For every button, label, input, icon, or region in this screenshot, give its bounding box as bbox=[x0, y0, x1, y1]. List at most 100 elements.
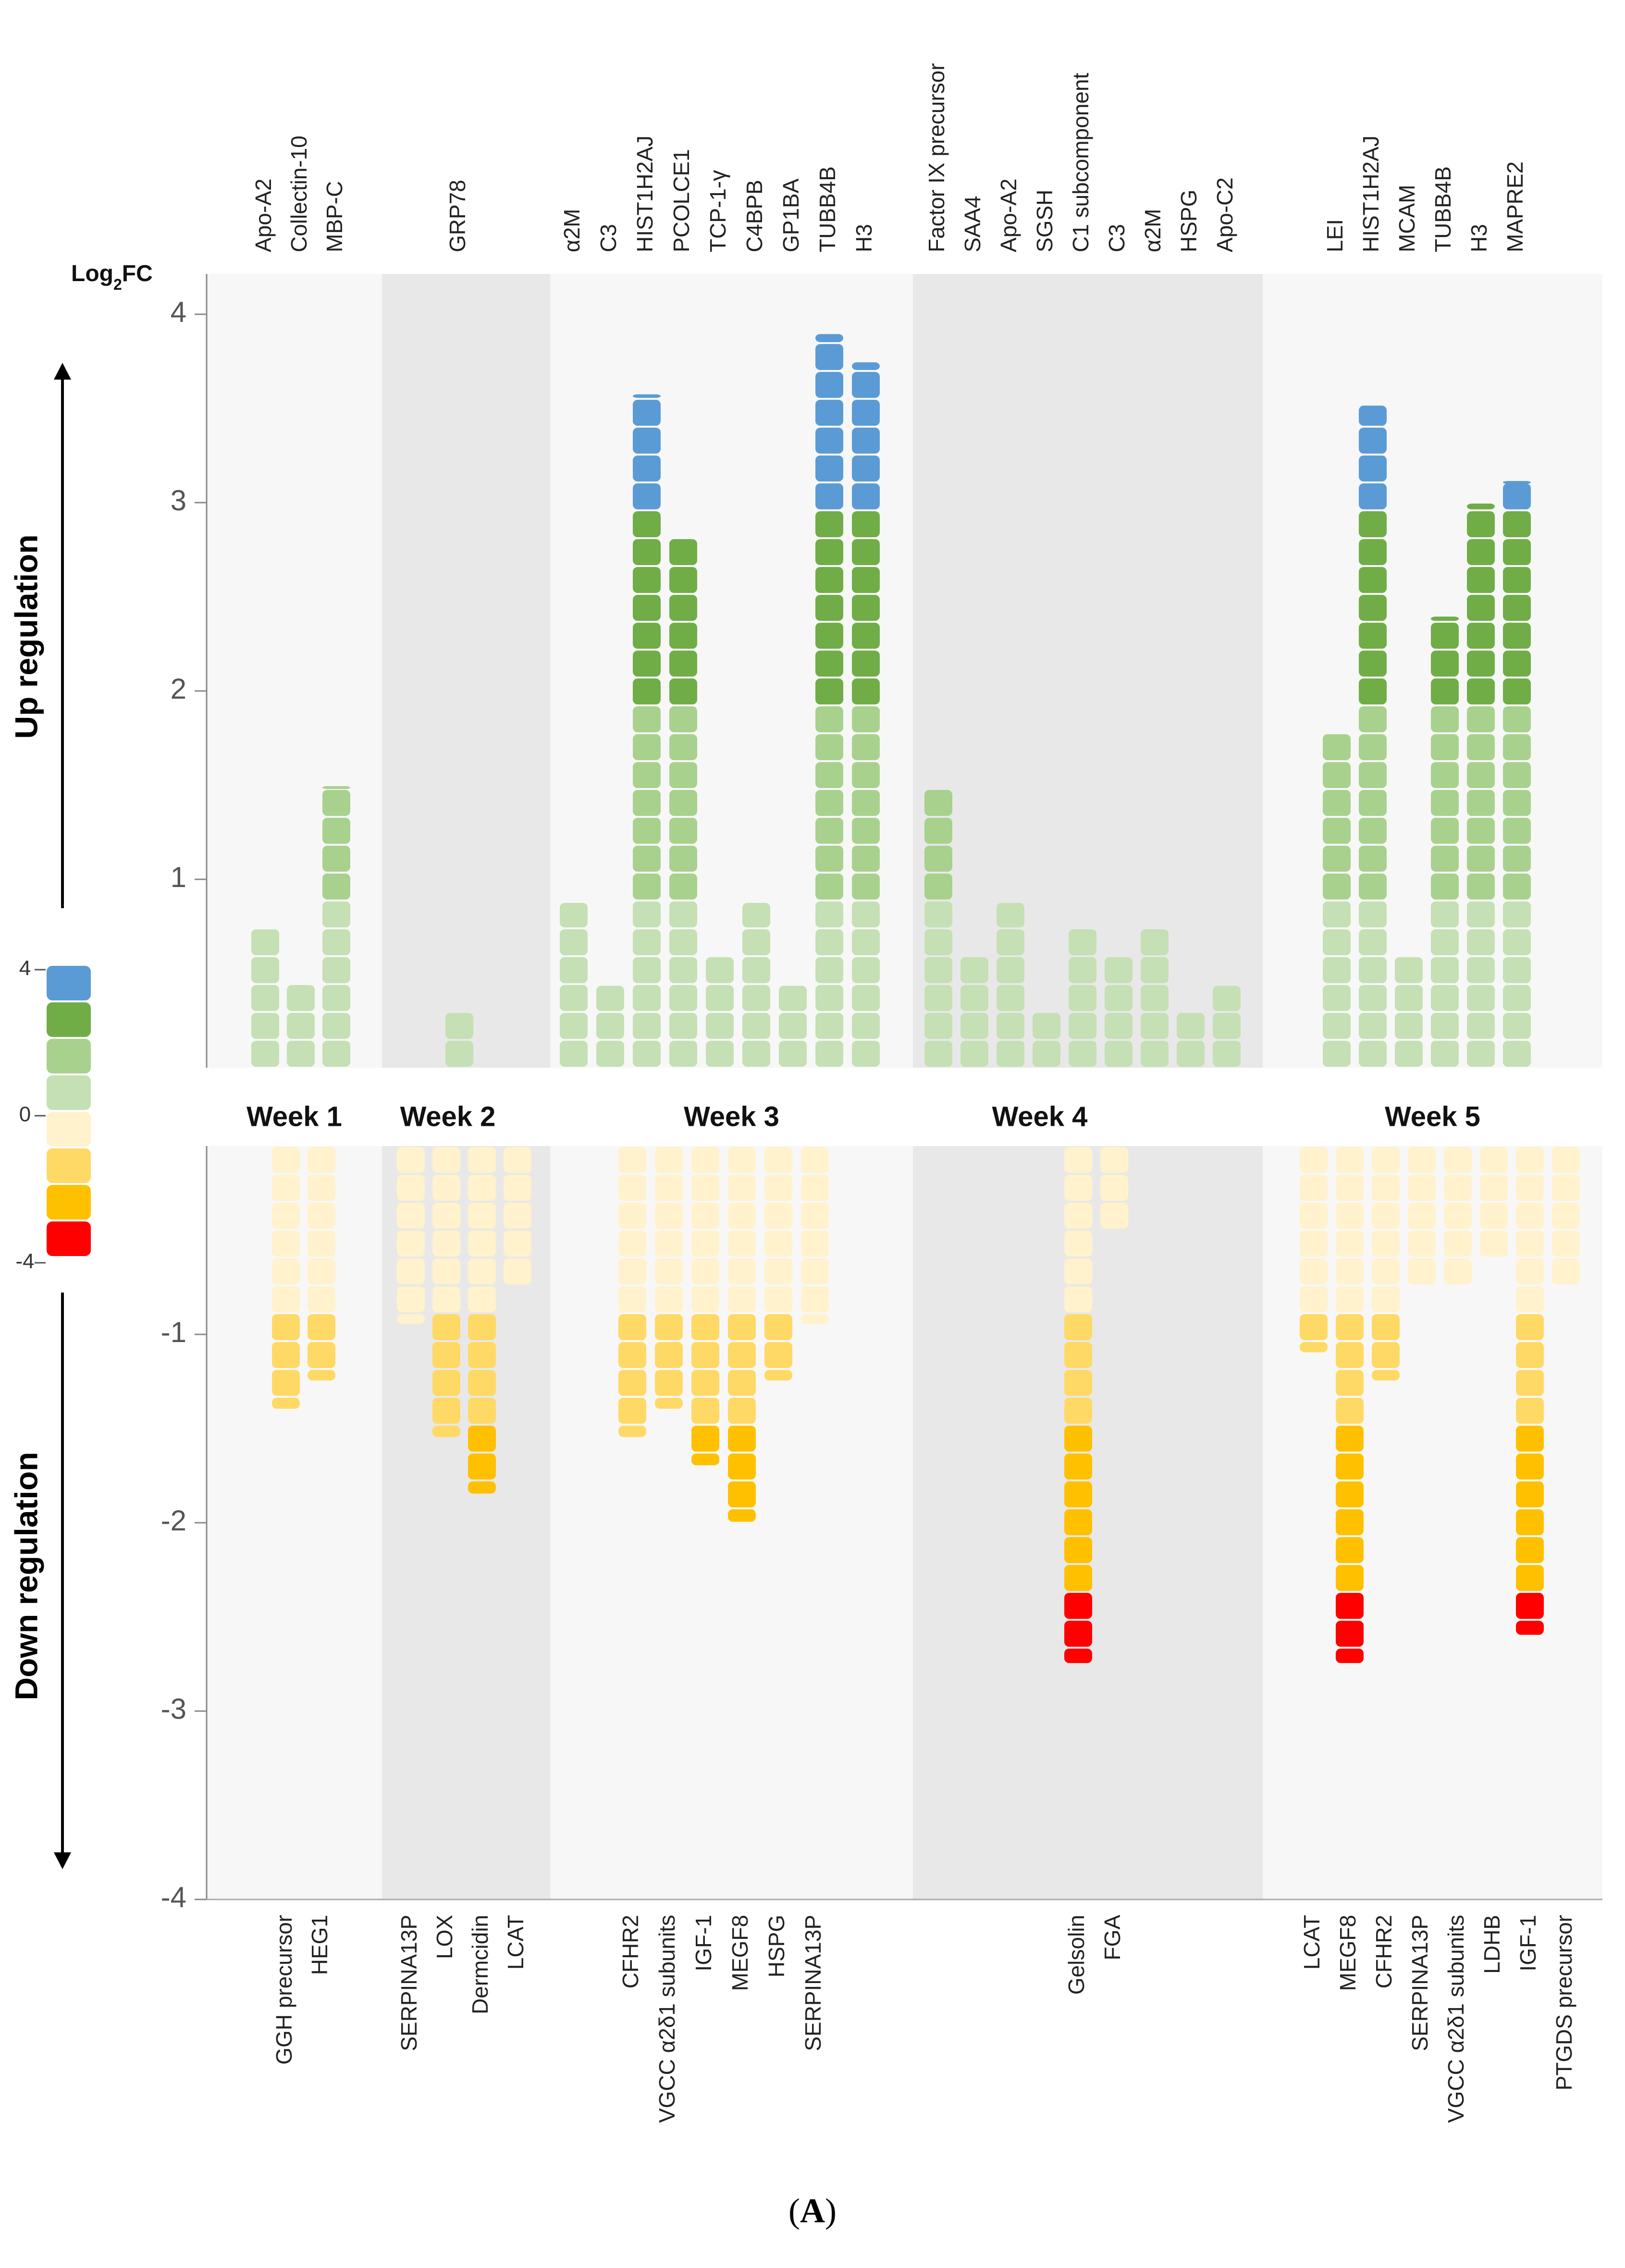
up-bar-cell bbox=[815, 344, 843, 370]
down-bar-cell bbox=[1064, 1203, 1092, 1229]
up-protein-label: MBP-C bbox=[322, 181, 347, 252]
down-bar-cell bbox=[308, 1175, 335, 1201]
down-bar-cell bbox=[504, 1258, 531, 1284]
down-bar-cell bbox=[308, 1342, 335, 1368]
figure-caption: (A) bbox=[788, 2192, 837, 2230]
up-bar-cell bbox=[852, 929, 880, 955]
down-bar-cell bbox=[1516, 1175, 1544, 1201]
up-bar-cell bbox=[1323, 846, 1351, 872]
up-bar-cell bbox=[1105, 957, 1133, 983]
down-bar-cell bbox=[1064, 1593, 1092, 1619]
up-protein-label: C1 subcomponent bbox=[1068, 73, 1093, 252]
down-bar-cell bbox=[618, 1258, 646, 1284]
up-bar-cell bbox=[596, 1013, 624, 1039]
up-bar-cell bbox=[1503, 567, 1531, 593]
up-bar-cell bbox=[1467, 985, 1495, 1011]
up-bar-cell bbox=[742, 1013, 770, 1039]
down-protein-label: HEG1 bbox=[307, 1915, 332, 1975]
up-protein-label: Apo-A2 bbox=[996, 179, 1021, 252]
up-bar-cell bbox=[1359, 483, 1387, 509]
up-bar-cell bbox=[1395, 1041, 1423, 1067]
up-bar-cell bbox=[924, 985, 952, 1011]
up-bar-cell bbox=[852, 706, 880, 732]
up-bar-cell bbox=[1359, 406, 1387, 426]
up-bar-cell bbox=[960, 1041, 988, 1067]
down-bar-cell bbox=[1100, 1147, 1128, 1173]
up-bar-cell bbox=[924, 929, 952, 955]
up-bar-cell bbox=[815, 790, 843, 816]
down-regulation-label: Down regulation bbox=[8, 1452, 44, 1701]
down-bar-cell bbox=[1408, 1231, 1436, 1257]
down-bar-cell bbox=[1372, 1370, 1400, 1381]
up-bar-cell bbox=[1359, 567, 1387, 593]
up-bar-cell bbox=[1359, 901, 1387, 927]
up-bar-cell bbox=[1359, 651, 1387, 677]
y-tick-label: 2 bbox=[171, 673, 186, 705]
down-bar-cell bbox=[691, 1231, 719, 1257]
up-bar-cell bbox=[1503, 511, 1531, 537]
down-protein-label: VGCC α2δ1 subunits bbox=[1443, 1915, 1468, 2123]
up-bar-cell bbox=[815, 985, 843, 1011]
up-bar-cell bbox=[1141, 929, 1169, 955]
down-protein-label: FGA bbox=[1100, 1915, 1125, 1960]
up-bar-cell bbox=[852, 985, 880, 1011]
down-bar-cell bbox=[1300, 1231, 1328, 1257]
up-protein-label: H3 bbox=[1466, 224, 1491, 252]
up-bar-cell bbox=[852, 762, 880, 788]
week-1-up-panel bbox=[207, 274, 382, 1068]
down-bar-cell bbox=[691, 1426, 719, 1452]
up-bar-cell bbox=[742, 1041, 770, 1067]
up-protein-label: α2M bbox=[559, 209, 584, 253]
down-bar-cell bbox=[618, 1370, 646, 1396]
down-bar-cell bbox=[1336, 1398, 1364, 1424]
up-bar-cell bbox=[815, 483, 843, 509]
down-bar-cell bbox=[1064, 1481, 1092, 1507]
up-bar-cell bbox=[924, 901, 952, 927]
up-bar-cell bbox=[1359, 623, 1387, 649]
down-protein-label: IGF-1 bbox=[1515, 1915, 1540, 1972]
up-bar-cell bbox=[1395, 985, 1423, 1011]
down-bar-cell bbox=[728, 1454, 756, 1479]
up-bar-cell bbox=[1359, 874, 1387, 900]
down-bar-cell bbox=[308, 1258, 335, 1284]
up-bar-cell bbox=[669, 985, 697, 1011]
up-bar-cell bbox=[633, 511, 661, 537]
y-tick-label: -1 bbox=[161, 1316, 186, 1348]
up-bar-cell bbox=[1503, 1041, 1531, 1067]
up-bar-cell bbox=[633, 874, 661, 900]
down-bar-cell bbox=[1444, 1175, 1472, 1201]
up-arrow-head bbox=[54, 363, 71, 380]
up-bar-cell bbox=[742, 929, 770, 955]
up-bar-cell bbox=[1503, 483, 1531, 509]
up-bar-cell bbox=[852, 456, 880, 481]
up-bar-cell bbox=[1503, 762, 1531, 788]
up-bar-cell bbox=[1467, 957, 1495, 983]
down-bar-cell bbox=[308, 1203, 335, 1229]
up-bar-cell bbox=[596, 1041, 624, 1067]
up-bar-cell bbox=[669, 957, 697, 983]
down-bar-cell bbox=[1408, 1175, 1436, 1201]
up-bar-cell bbox=[633, 1041, 661, 1067]
down-bar-cell bbox=[1372, 1175, 1400, 1201]
down-bar-cell bbox=[728, 1147, 756, 1173]
down-bar-cell bbox=[272, 1231, 300, 1257]
down-bar-cell bbox=[764, 1286, 792, 1312]
up-protein-label: MAPRE2 bbox=[1502, 161, 1527, 252]
up-bar-cell bbox=[560, 957, 588, 983]
up-protein-label: TCP-1-γ bbox=[705, 170, 730, 252]
up-bar-cell bbox=[815, 1041, 843, 1067]
down-bar-cell bbox=[655, 1258, 683, 1284]
up-bar-cell bbox=[997, 1013, 1024, 1039]
up-bar-cell bbox=[1213, 1013, 1241, 1039]
down-bar-cell bbox=[1336, 1454, 1364, 1479]
down-bar-cell bbox=[764, 1175, 792, 1201]
up-bar-cell bbox=[815, 1013, 843, 1039]
down-bar-cell bbox=[1336, 1565, 1364, 1591]
down-bar-cell bbox=[1064, 1286, 1092, 1312]
down-bar-cell bbox=[655, 1314, 683, 1340]
up-bar-cell bbox=[924, 1041, 952, 1067]
up-bar-cell bbox=[997, 1041, 1024, 1067]
down-bar-cell bbox=[1336, 1203, 1364, 1229]
down-bar-cell bbox=[1336, 1286, 1364, 1312]
down-bar-cell bbox=[728, 1175, 756, 1201]
